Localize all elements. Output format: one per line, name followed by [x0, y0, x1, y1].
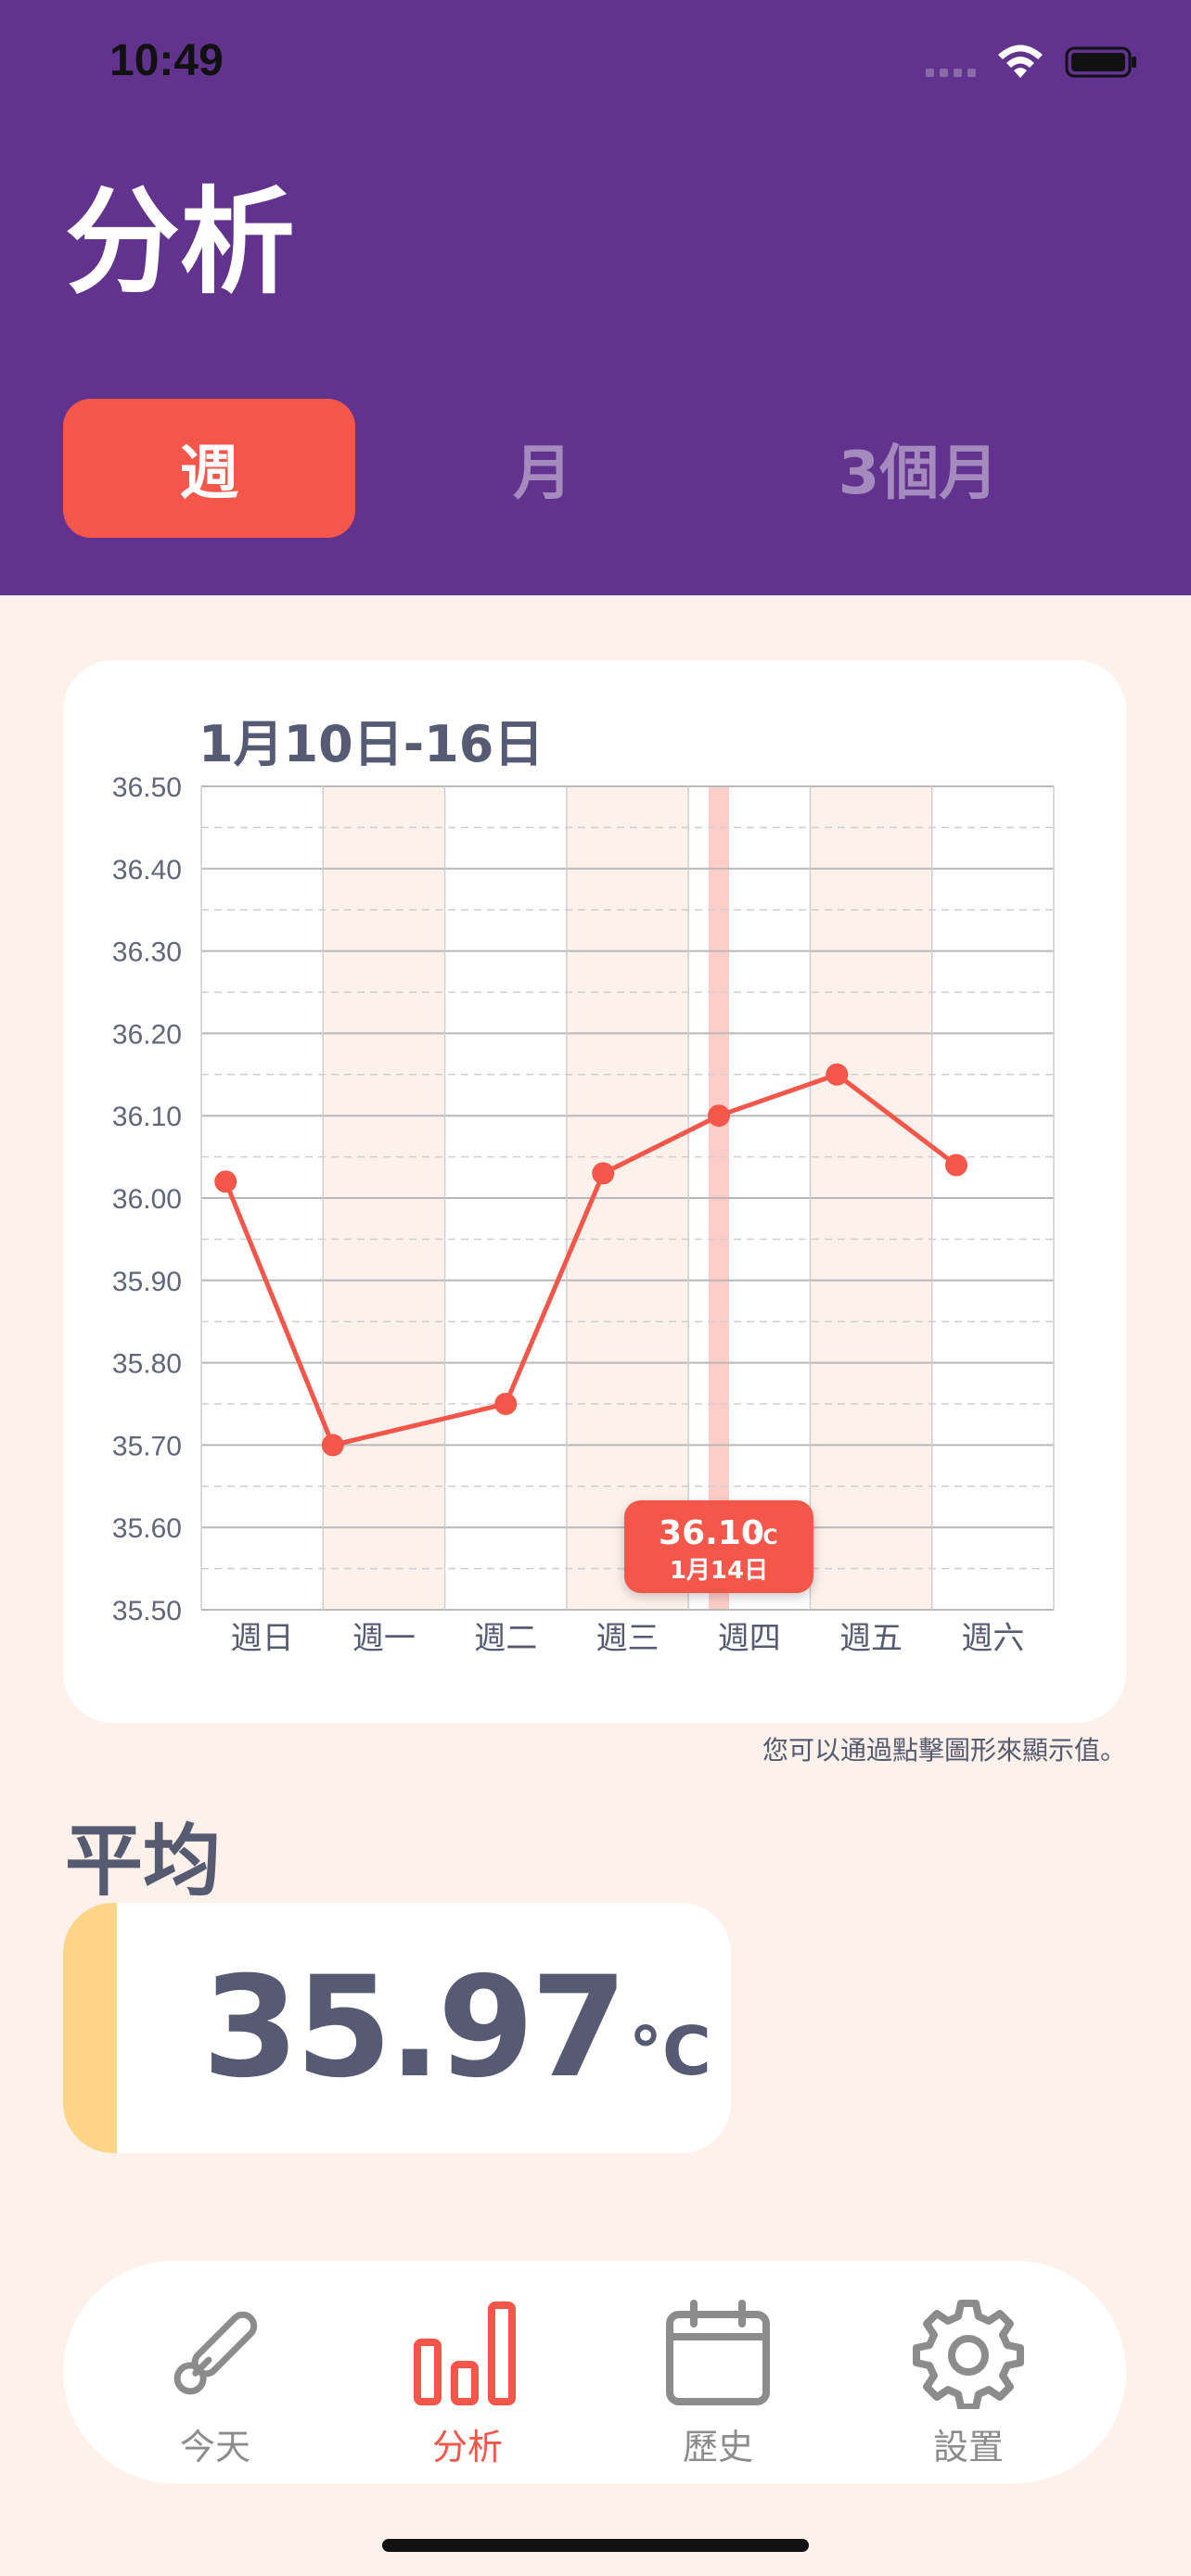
x-tick-label: 週三	[596, 1620, 660, 1657]
data-point	[826, 1063, 849, 1086]
x-tick-label: 週日	[231, 1620, 294, 1657]
average-accent-bar	[63, 1903, 117, 2153]
status-time: 10:49	[109, 36, 224, 85]
data-point	[944, 1154, 967, 1177]
tooltip-unit: °C	[752, 1526, 777, 1549]
y-tick-label: 35.50	[112, 1596, 182, 1626]
value-tooltip	[623, 1500, 813, 1593]
y-tick-label: 36.40	[112, 855, 182, 886]
tooltip-date: 1月14日	[670, 1557, 768, 1585]
tab-label: 設置	[932, 2427, 1004, 2468]
x-tick-label: 週四	[718, 1620, 781, 1657]
tab-label: 分析	[431, 2427, 503, 2468]
x-tick-label: 週二	[474, 1620, 537, 1657]
signal-icon	[926, 47, 976, 77]
tooltip-value: 36.10	[659, 1514, 764, 1552]
header: 10:49 分析 週 月 3個月	[0, 0, 1191, 595]
chart-hint: 您可以通過點擊圖形來顯示值。	[762, 1735, 1126, 1766]
y-tick-label: 36.50	[112, 772, 182, 803]
tab-history[interactable]: 歷史	[625, 2261, 811, 2483]
x-tick-label: 週一	[352, 1620, 416, 1657]
tab-today[interactable]: 今天	[122, 2261, 308, 2483]
calendar-icon	[666, 2300, 770, 2405]
x-tick-label: 週六	[961, 1620, 1024, 1657]
y-tick-label: 36.30	[112, 937, 182, 968]
average-title: 平均	[65, 1816, 222, 1906]
average-unit: °C	[629, 2012, 711, 2090]
data-point	[214, 1170, 237, 1193]
average-card: 35.97 °C	[63, 1903, 731, 2153]
segment-month[interactable]: 月	[513, 440, 572, 508]
bar-chart-icon	[414, 2302, 516, 2405]
tab-analysis[interactable]: 分析	[375, 2261, 560, 2483]
page-title: 分析	[65, 176, 296, 310]
gear-icon	[913, 2300, 1024, 2409]
status-icons	[926, 45, 1139, 80]
data-point	[321, 1434, 344, 1457]
y-tick-label: 36.10	[112, 1102, 182, 1132]
battery-icon	[1065, 46, 1136, 78]
temperature-chart[interactable]: 36.50 36.40 36.30 36.20 36.10 36.00 35.90 35.80…	[63, 753, 1126, 1680]
data-point	[494, 1393, 518, 1415]
tab-label: 歷史	[682, 2427, 753, 2468]
x-tick-label: 週五	[839, 1620, 903, 1657]
chart-title: 1月10日-16日	[198, 715, 544, 773]
thermometer-icon	[173, 2311, 258, 2395]
wifi-icon	[998, 45, 1043, 78]
data-point	[707, 1104, 730, 1128]
y-tick-label: 35.90	[112, 1267, 182, 1297]
y-tick-label: 35.70	[112, 1431, 182, 1461]
tab-bar: 今天 分析 歷史 設置	[63, 2261, 1126, 2483]
segment-3-months[interactable]: 3個月	[838, 440, 999, 508]
segment-week[interactable]: 週	[63, 399, 355, 538]
y-tick-label: 35.60	[112, 1513, 182, 1544]
tab-label: 今天	[179, 2427, 250, 2468]
y-tick-label: 35.80	[112, 1349, 182, 1380]
home-indicator	[382, 2539, 809, 2552]
y-tick-label: 36.20	[112, 1019, 182, 1050]
average-value: 35.97	[202, 1947, 627, 2109]
tab-settings[interactable]: 設置	[876, 2261, 1061, 2483]
y-tick-label: 36.00	[112, 1184, 182, 1215]
data-point	[592, 1162, 615, 1185]
